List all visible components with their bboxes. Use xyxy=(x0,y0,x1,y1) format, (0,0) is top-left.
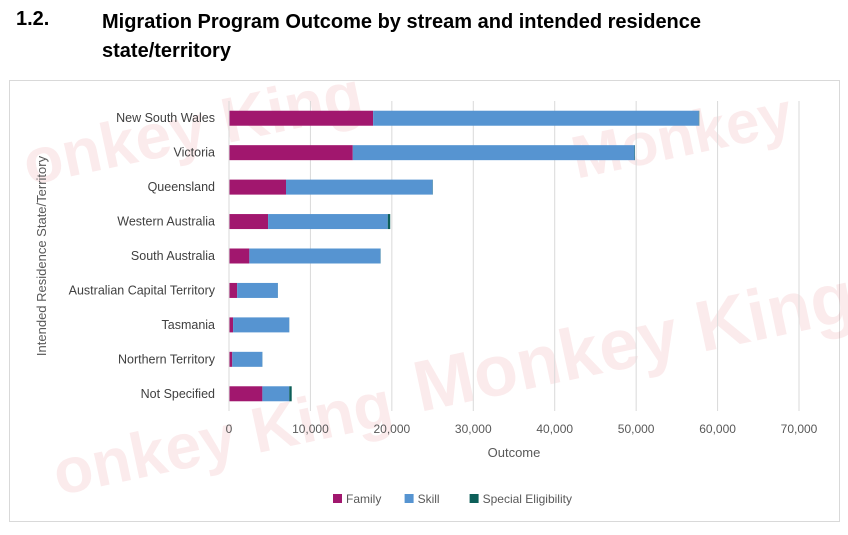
bar-skill xyxy=(237,282,278,298)
legend-swatch-family xyxy=(333,494,342,503)
section-title: Migration Program Outcome by stream and … xyxy=(102,11,702,62)
bar-skill xyxy=(373,110,699,126)
x-tick-label: 40,000 xyxy=(536,422,573,436)
bar-family xyxy=(229,282,238,298)
bar-chart: 0 10,000 20,000 30,000 40,000 50,000 60,000 70,… xyxy=(34,101,818,506)
bar-skill xyxy=(352,145,635,161)
legend-label: Skill xyxy=(418,492,440,506)
x-axis-title: Outcome xyxy=(488,445,541,460)
x-tick-label: 20,000 xyxy=(374,422,411,436)
bar-family xyxy=(229,214,269,230)
bar-family xyxy=(229,145,353,161)
bar-skill xyxy=(268,214,388,230)
bar-skill xyxy=(232,351,263,367)
bar-family xyxy=(229,386,263,402)
x-tick-label: 60,000 xyxy=(699,422,736,436)
y-tick-label: South Australia xyxy=(131,249,215,263)
bar-family xyxy=(229,351,233,367)
x-tick-label: 30,000 xyxy=(455,422,492,436)
legend-swatch-skill xyxy=(404,494,414,503)
y-tick-label: Not Specified xyxy=(141,387,215,401)
bar-skill xyxy=(262,386,290,402)
bar-skill xyxy=(233,317,290,333)
y-tick-label: Tasmania xyxy=(162,318,216,332)
bar-family xyxy=(229,317,234,333)
x-tick-label: 50,000 xyxy=(618,422,655,436)
y-tick-label: Western Australia xyxy=(117,215,215,229)
y-tick-label: Australian Capital Territory xyxy=(69,283,216,297)
x-tick-label: 70,000 xyxy=(781,422,818,436)
bar-skill xyxy=(286,179,433,195)
bar-family xyxy=(229,110,374,126)
x-tick-label: 10,000 xyxy=(292,422,329,436)
y-tick-label: Victoria xyxy=(174,146,216,160)
bar-family xyxy=(229,248,250,264)
bar-special-eligibility xyxy=(387,214,391,230)
y-tick-label: Northern Territory xyxy=(118,352,216,366)
x-tick-label: 0 xyxy=(226,422,233,436)
legend-swatch-special-eligibility xyxy=(469,494,479,503)
bar-family xyxy=(229,179,286,195)
y-tick-label: New South Wales xyxy=(116,111,215,125)
legend-label: Family xyxy=(346,492,381,506)
section-number: 1.2. xyxy=(16,8,50,30)
chart-frame: onkey King Monkey King onkey King Monkey… xyxy=(9,57,848,522)
bar-skill xyxy=(249,248,381,264)
y-tick-label: Queensland xyxy=(148,180,215,194)
y-axis-title: Intended Residence State/Territory xyxy=(34,155,49,356)
bar-special-eligibility xyxy=(289,386,292,402)
legend-label: Special Eligibility xyxy=(483,492,572,506)
